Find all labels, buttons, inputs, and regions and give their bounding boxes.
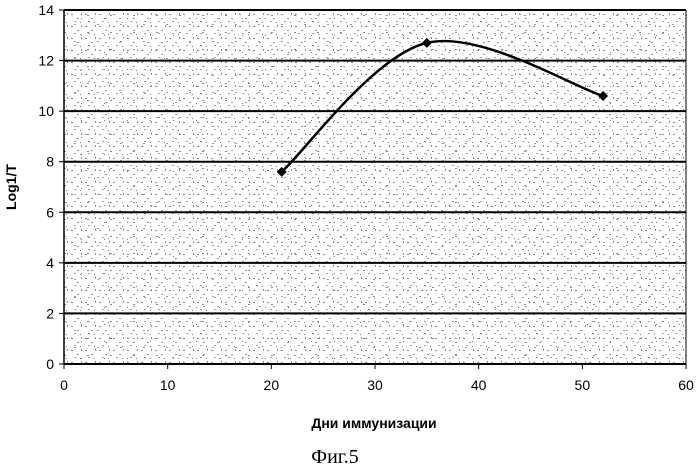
plot-texture-2 (64, 10, 686, 364)
x-tick-label: 40 (471, 377, 487, 393)
x-tick-label: 50 (575, 377, 591, 393)
y-axis-title: Log1/T (3, 164, 19, 210)
y-tick-label: 6 (46, 204, 54, 220)
y-tick-label: 10 (38, 103, 54, 119)
x-tick-label: 20 (264, 377, 280, 393)
x-tick-label: 10 (160, 377, 176, 393)
y-tick-label: 2 (46, 305, 54, 321)
x-axis-title: Дни иммунизации (311, 415, 436, 431)
y-tick-label: 4 (46, 255, 54, 271)
x-tick-label: 30 (367, 377, 383, 393)
x-tick-label: 0 (60, 377, 68, 393)
y-tick-labels: 0 2 4 6 8 10 12 14 (38, 2, 54, 372)
x-tick-labels: 0 10 20 30 40 50 60 (60, 377, 694, 393)
y-tick-label: 0 (46, 356, 54, 372)
y-tick-label: 8 (46, 154, 54, 170)
figure-caption: Фиг.5 (311, 446, 358, 468)
y-tick-label: 14 (38, 2, 54, 18)
y-tick-label: 12 (38, 53, 54, 69)
x-tick-label: 60 (678, 377, 694, 393)
